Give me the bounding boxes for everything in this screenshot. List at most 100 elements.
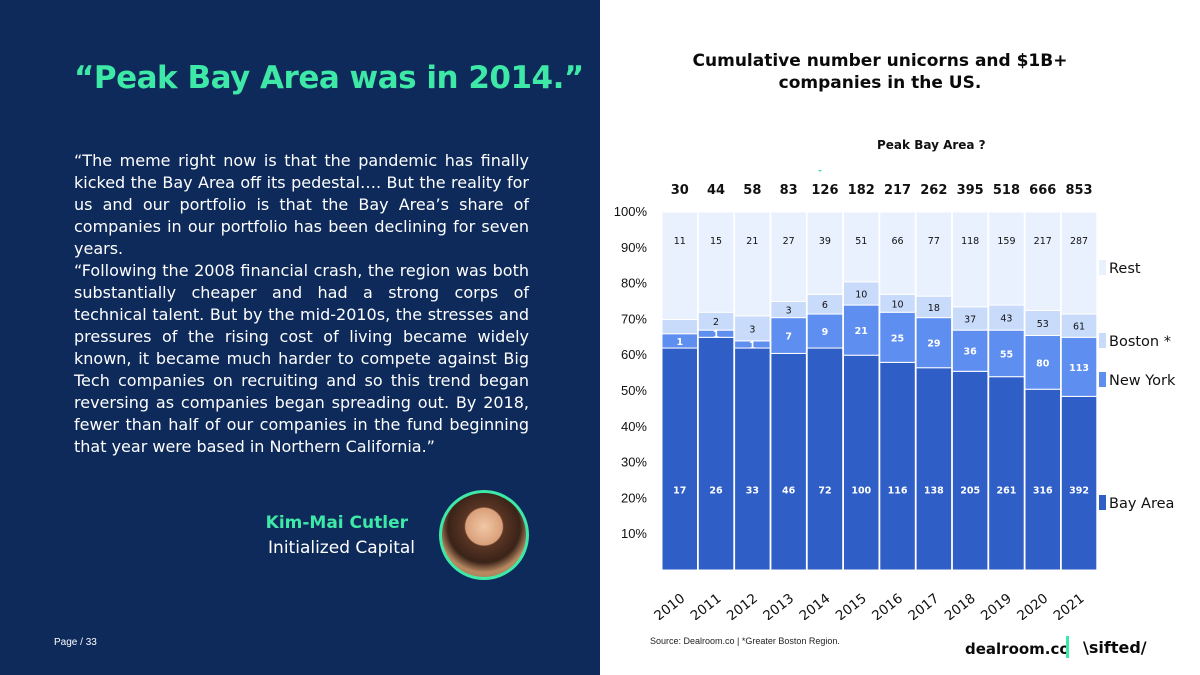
bar-segment-bay-area — [988, 376, 1025, 571]
data-label: 46 — [782, 485, 796, 496]
data-label: 159 — [997, 236, 1015, 247]
bar-segment-rest — [770, 211, 807, 302]
total-label: 395 — [957, 183, 984, 198]
data-label: 80 — [1036, 358, 1050, 369]
data-label: 205 — [960, 485, 980, 496]
y-tick-label: 10% — [621, 526, 647, 541]
sifted-logo: \sifted/ — [1083, 638, 1147, 657]
bar-segment-rest — [1024, 211, 1061, 311]
data-label: 11 — [674, 236, 686, 247]
data-label: 1 — [749, 340, 756, 351]
stacked-bar-chart: 10%20%30%40%50%60%70%80%90%100%171113020… — [614, 170, 1176, 620]
total-label: 217 — [884, 183, 911, 198]
bar-segment-rest — [734, 211, 771, 317]
bar-segment-rest — [697, 211, 735, 313]
data-label: 100 — [851, 485, 871, 496]
data-label: 316 — [1033, 485, 1053, 496]
page-number: Page / 33 — [54, 637, 97, 648]
bar-segment-rest — [806, 211, 844, 295]
bar-segment-boston — [734, 315, 771, 342]
author-avatar — [439, 490, 529, 580]
data-label: 55 — [1000, 349, 1013, 360]
y-tick-label: 40% — [621, 419, 647, 434]
x-tick-label: 2011 — [688, 591, 725, 620]
bar-segment-new-york — [879, 311, 916, 363]
data-label: 61 — [1073, 322, 1085, 333]
bar-segment-rest — [879, 211, 916, 295]
y-tick-label: 90% — [621, 240, 647, 255]
data-label: 3 — [749, 324, 755, 335]
total-label: 30 — [671, 183, 689, 198]
bar-segment-rest — [661, 211, 698, 320]
data-label: 9 — [822, 327, 829, 338]
bar-segment-bay-area — [879, 361, 916, 571]
author-organization: Initialized Capital — [268, 538, 415, 558]
x-tick-label: 2014 — [796, 591, 833, 620]
bar-segment-rest — [951, 211, 989, 308]
bar-segment-bay-area — [915, 367, 953, 571]
bar-segment-new-york — [988, 329, 1025, 378]
bar-segment-new-york — [951, 329, 989, 372]
data-label: 33 — [746, 485, 759, 496]
y-tick-label: 100% — [614, 204, 648, 219]
bar-segment-bay-area — [806, 347, 844, 571]
data-label: 138 — [924, 485, 944, 496]
bar-segment-new-york — [915, 317, 953, 369]
data-label: 39 — [819, 236, 831, 247]
total-label: 262 — [920, 183, 947, 198]
bar-segment-bay-area — [951, 370, 989, 571]
bar-segment-boston — [1024, 309, 1061, 337]
total-label: 126 — [811, 183, 838, 198]
bar-segment-boston — [661, 318, 698, 335]
legend-swatch — [1099, 372, 1106, 387]
bar-segment-bay-area — [734, 347, 771, 571]
data-label: 51 — [855, 236, 867, 247]
legend-label: Boston * — [1109, 334, 1171, 350]
data-label: 7 — [785, 332, 792, 343]
headline: “Peak Bay Area was in 2014.” — [74, 60, 584, 96]
legend-swatch — [1099, 333, 1106, 348]
x-tick-label: 2018 — [942, 591, 979, 620]
bar-segment-bay-area — [843, 354, 880, 571]
data-label: 21 — [746, 236, 758, 247]
quote-paragraph-2: “Following the 2008 financial crash, the… — [74, 261, 529, 456]
data-label: 37 — [964, 315, 976, 326]
data-label: 118 — [961, 236, 979, 247]
source-note: Source: Dealroom.co | *Greater Boston Re… — [650, 636, 840, 646]
total-label: 83 — [780, 183, 798, 198]
total-label: 853 — [1065, 183, 1092, 198]
left-panel: “Peak Bay Area was in 2014.” “The meme r… — [0, 0, 600, 675]
x-tick-label: 2017 — [905, 591, 942, 620]
data-label: 43 — [1000, 314, 1012, 325]
data-label: 72 — [818, 485, 831, 496]
legend-label: Bay Area — [1109, 496, 1174, 512]
bar-segment-rest — [988, 211, 1025, 306]
quote-paragraph-1: “The meme right now is that the pandemic… — [74, 151, 529, 258]
x-tick-label: 2016 — [869, 591, 906, 620]
data-label: 261 — [997, 485, 1017, 496]
x-tick-label: 2021 — [1051, 591, 1088, 620]
x-tick-label: 2015 — [833, 591, 870, 620]
data-label: 116 — [888, 485, 908, 496]
data-label: 17 — [673, 485, 686, 496]
x-tick-label: 2012 — [724, 591, 761, 620]
total-label: 58 — [743, 183, 761, 198]
data-label: 66 — [892, 236, 904, 247]
data-label: 27 — [783, 236, 795, 247]
data-label: 3 — [786, 306, 792, 317]
legend-label: Rest — [1109, 261, 1141, 277]
total-label: 44 — [707, 183, 725, 198]
total-label: 182 — [848, 183, 875, 198]
data-label: 2 — [713, 317, 719, 328]
y-tick-label: 20% — [621, 490, 647, 505]
data-label: 287 — [1070, 236, 1088, 247]
legend-label: New York — [1109, 373, 1176, 389]
bar-segment-bay-area — [1060, 395, 1098, 571]
data-label: 15 — [710, 236, 722, 247]
legend-swatch — [1099, 260, 1106, 275]
bar-segment-new-york — [843, 304, 880, 356]
data-label: 77 — [928, 236, 940, 247]
total-label: 518 — [993, 183, 1020, 198]
data-label: 26 — [709, 485, 723, 496]
total-label: 666 — [1029, 183, 1056, 198]
